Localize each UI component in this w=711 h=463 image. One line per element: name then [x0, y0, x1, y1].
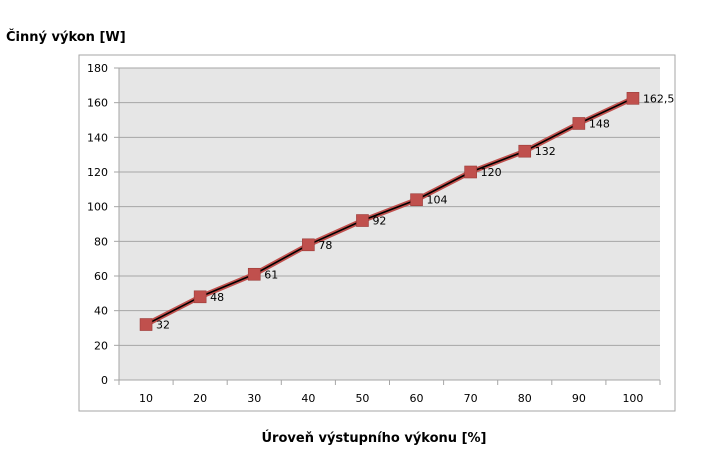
- data-point-marker: [410, 193, 423, 207]
- data-point-marker: [626, 92, 640, 105]
- data-point-marker: [356, 214, 369, 227]
- y-tick-label: 120: [87, 166, 108, 179]
- x-tick-label: 40: [301, 392, 315, 405]
- data-point-marker: [139, 318, 153, 331]
- y-axis-title: Činný výkon [W]: [6, 29, 126, 45]
- y-tick-label: 160: [87, 97, 108, 110]
- y-tick-label: 140: [87, 131, 108, 144]
- data-label: 162,5: [643, 92, 675, 105]
- data-label: 120: [481, 166, 502, 179]
- y-tick-label: 60: [94, 270, 108, 283]
- data-label: 78: [318, 239, 332, 252]
- y-tick-label: 40: [94, 305, 108, 318]
- y-tick-label: 0: [101, 374, 108, 387]
- y-axis-ticks: 0 20 40 60 80 100 120 140 160 180: [87, 62, 120, 387]
- data-label: 61: [264, 268, 278, 281]
- x-tick-label: 70: [464, 392, 478, 405]
- data-label: 132: [535, 145, 556, 158]
- x-tick-label: 20: [193, 392, 207, 405]
- y-tick-label: 20: [94, 339, 108, 352]
- data-label: 48: [210, 291, 224, 304]
- x-tick-label: 100: [622, 392, 643, 405]
- y-tick-label: 80: [94, 235, 108, 248]
- series-line: [145, 97, 634, 326]
- y-tick-label: 180: [87, 62, 108, 75]
- data-point-marker: [247, 267, 261, 281]
- data-label: 92: [372, 215, 386, 228]
- x-axis-title: Úroveň výstupního výkonu [%]: [262, 430, 487, 446]
- gridlines: [119, 67, 660, 346]
- data-point-marker: [518, 144, 532, 158]
- x-tick-label: 90: [572, 392, 586, 405]
- x-tick-label: 80: [518, 392, 532, 405]
- y-tick-label: 100: [87, 201, 108, 214]
- data-point-marker: [464, 165, 477, 179]
- x-tick-label: 10: [139, 392, 153, 405]
- x-tick-label: 60: [410, 392, 424, 405]
- data-point-marker: [572, 117, 586, 130]
- data-label: 148: [589, 117, 610, 130]
- x-axis-ticks: 10 20 30 40 50 60 70 80 90 100: [118, 379, 661, 405]
- data-label: 104: [427, 194, 448, 207]
- data-point-marker: [193, 290, 207, 304]
- x-tick-label: 50: [355, 392, 369, 405]
- data-label: 32: [156, 319, 170, 332]
- series-group: 32 48 61 78 92 104 120 132 148 162,5: [139, 92, 675, 332]
- plot-area: [119, 68, 660, 380]
- data-point-marker: [302, 238, 315, 252]
- x-tick-label: 30: [247, 392, 261, 405]
